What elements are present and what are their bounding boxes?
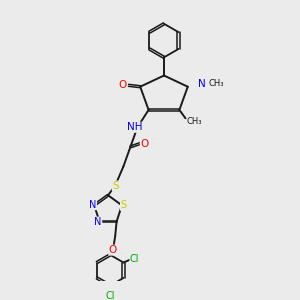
Text: O: O — [140, 139, 148, 149]
Text: S: S — [121, 200, 127, 210]
Text: N: N — [89, 200, 97, 210]
Text: Cl: Cl — [105, 291, 115, 300]
Text: N: N — [198, 79, 206, 89]
Text: N: N — [94, 217, 102, 227]
Text: Cl: Cl — [130, 254, 140, 264]
Text: S: S — [112, 181, 119, 191]
Text: CH₃: CH₃ — [208, 80, 224, 88]
Text: O: O — [109, 245, 117, 255]
Text: O: O — [118, 80, 127, 90]
Text: CH₃: CH₃ — [186, 117, 202, 126]
Text: NH: NH — [127, 122, 142, 132]
